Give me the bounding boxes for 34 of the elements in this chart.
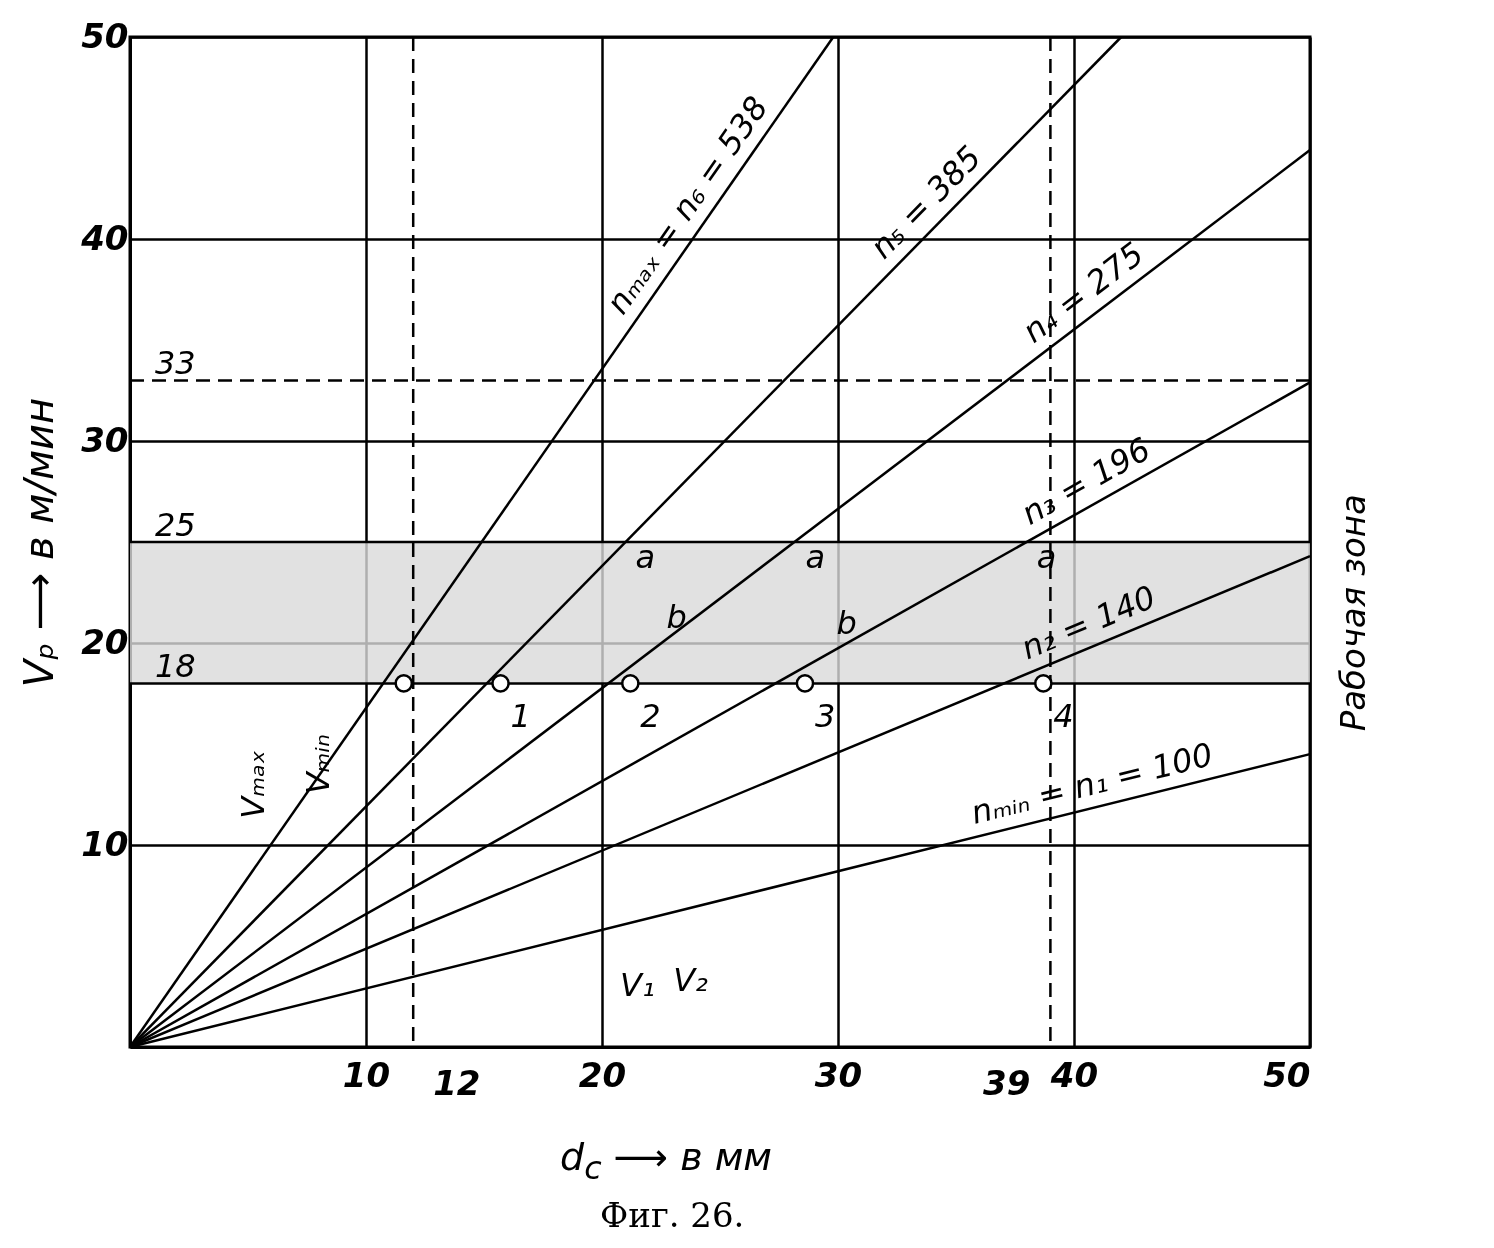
y-axis-title: Vₚ ⟶ в м/мин	[16, 397, 63, 688]
text: n₂ = 140	[1015, 577, 1161, 668]
annotation: a	[635, 538, 656, 576]
y-tick-label: 30	[81, 419, 129, 460]
ref-line-label: 18	[155, 647, 196, 686]
annotation: b	[836, 604, 857, 643]
annotation: 4	[1053, 697, 1074, 736]
ref-line-label: 33	[155, 344, 196, 383]
x-tick-label: 50	[1263, 1054, 1311, 1095]
annotation: 3	[814, 697, 836, 736]
annotation: b	[666, 598, 687, 637]
x-tick-label: 20	[578, 1054, 627, 1095]
annotation: V₂	[673, 961, 709, 1000]
annotation: a	[805, 538, 826, 576]
x-tick-label: 10	[342, 1054, 391, 1095]
y-tick-label: 50	[81, 15, 129, 56]
annotation: Vₘₐₓ	[233, 750, 272, 819]
annotation: Vₘᵢₙ	[298, 734, 337, 795]
x-tick-label: 30	[814, 1054, 863, 1095]
annotation: 1	[510, 697, 531, 736]
ref-line-label: 25	[155, 506, 196, 544]
band-label: Рабочая зона	[1333, 494, 1373, 732]
annotation: a	[1036, 538, 1057, 576]
y-tick-label: 40	[80, 217, 129, 258]
annotation: 2	[640, 697, 661, 736]
y-tick-label: 20	[81, 621, 129, 662]
text: Фиг. 26.	[600, 1195, 745, 1235]
x-tick-label: 40	[1049, 1054, 1099, 1095]
text: nₘᵢₙ = n₁ = 100	[967, 735, 1217, 832]
y-tick-label: 10	[81, 823, 129, 864]
annotation: V₁	[620, 966, 655, 1005]
ref-line-label: 39	[983, 1063, 1031, 1103]
ref-line-label: 12	[433, 1063, 481, 1103]
x-axis-title: d$_{c}$ ⟶ в мм	[560, 1135, 772, 1186]
